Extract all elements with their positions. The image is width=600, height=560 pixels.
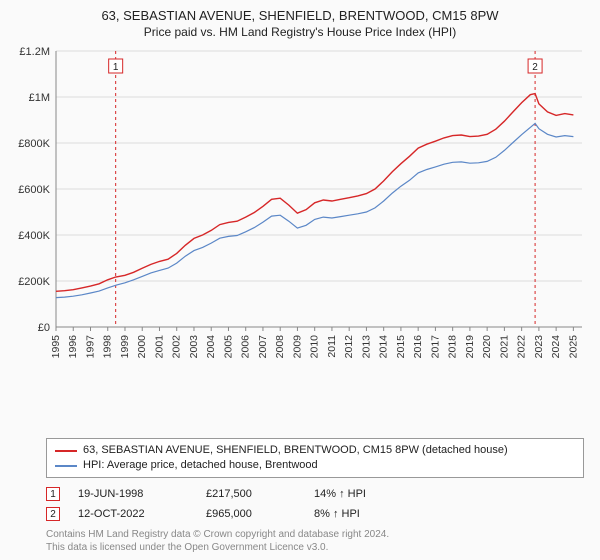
x-tick-label: 2023: [533, 335, 545, 359]
x-tick-label: 2003: [188, 335, 200, 359]
event-hpi-delta: 8% ↑ HPI: [314, 508, 404, 520]
x-tick-label: 2008: [274, 335, 286, 359]
x-tick-label: 2024: [550, 335, 562, 359]
x-tick-label: 2019: [464, 335, 476, 359]
event-badge-label: 1: [113, 62, 119, 73]
x-tick-label: 2020: [481, 335, 493, 359]
x-tick-label: 2013: [360, 335, 372, 359]
legend-label: HPI: Average price, detached house, Bren…: [83, 458, 318, 473]
x-tick-label: 1997: [84, 335, 96, 359]
chart-area: £0 £200K £400K £600K £800K £1M £1.2M 1995 1996 19…: [10, 45, 590, 432]
x-tick-label: 1999: [119, 335, 131, 359]
line-chart: £0 £200K £400K £600K £800K £1M £1.2M 1995 1996 19…: [10, 45, 590, 365]
x-tick-label: 2011: [326, 335, 338, 358]
y-tick-label: £800K: [18, 138, 50, 150]
x-tick-label: 2014: [378, 335, 390, 359]
x-tick-label: 2007: [257, 335, 269, 359]
x-tick-label: 2010: [309, 335, 321, 359]
x-tick-label: 2015: [395, 335, 407, 359]
x-tick-label: 2009: [291, 335, 303, 359]
x-tick-label: 2002: [171, 335, 183, 359]
event-price: £965,000: [206, 508, 296, 520]
x-tick-label: 1995: [50, 335, 62, 359]
y-tick-label: £200K: [18, 276, 50, 288]
x-tick-label: 2004: [205, 335, 217, 359]
y-tick-label: £400K: [18, 230, 50, 242]
legend-swatch: [55, 450, 77, 452]
x-tick-label: 2012: [343, 335, 355, 359]
y-tick-label: £600K: [18, 184, 50, 196]
event-badge: 2: [46, 507, 60, 521]
footer-line-1: Contains HM Land Registry data © Crown c…: [46, 528, 586, 541]
x-tick-label: 2021: [498, 335, 510, 359]
x-tick-label: 2018: [447, 335, 459, 359]
y-tick-label: £1.2M: [19, 46, 50, 58]
x-tick-label: 2000: [136, 335, 148, 359]
x-tick-label: 2001: [153, 335, 165, 359]
chart-subtitle: Price paid vs. HM Land Registry's House …: [10, 25, 590, 39]
event-badge: 1: [46, 487, 60, 501]
y-tick-label: £1M: [29, 92, 50, 104]
event-badge-label: 2: [532, 62, 538, 73]
chart-title: 63, SEBASTIAN AVENUE, SHENFIELD, BRENTWO…: [10, 8, 590, 23]
x-tick-label: 2025: [567, 335, 579, 359]
x-tick-label: 2022: [516, 335, 528, 359]
footer: Contains HM Land Registry data © Crown c…: [46, 528, 586, 554]
legend-swatch: [55, 465, 77, 467]
x-tick-label: 1996: [67, 335, 79, 359]
x-tick-label: 1998: [102, 335, 114, 359]
event-row: 2 12-OCT-2022 £965,000 8% ↑ HPI: [46, 504, 584, 524]
event-price: £217,500: [206, 488, 296, 500]
event-hpi-delta: 14% ↑ HPI: [314, 488, 404, 500]
event-date: 12-OCT-2022: [78, 508, 188, 520]
x-tick-label: 2017: [429, 335, 441, 359]
event-row: 1 19-JUN-1998 £217,500 14% ↑ HPI: [46, 484, 584, 504]
x-tick-label: 2005: [222, 335, 234, 359]
legend-item: HPI: Average price, detached house, Bren…: [55, 458, 575, 473]
x-tick-label: 2016: [412, 335, 424, 359]
y-tick-label: £0: [38, 322, 50, 334]
event-table: 1 19-JUN-1998 £217,500 14% ↑ HPI 2 12-OCT-202…: [46, 484, 584, 524]
footer-line-2: This data is licensed under the Open Gov…: [46, 541, 586, 554]
event-date: 19-JUN-1998: [78, 488, 188, 500]
legend-label: 63, SEBASTIAN AVENUE, SHENFIELD, BRENTWO…: [83, 443, 508, 458]
legend: 63, SEBASTIAN AVENUE, SHENFIELD, BRENTWO…: [46, 438, 584, 478]
legend-item: 63, SEBASTIAN AVENUE, SHENFIELD, BRENTWO…: [55, 443, 575, 458]
x-tick-label: 2006: [240, 335, 252, 359]
